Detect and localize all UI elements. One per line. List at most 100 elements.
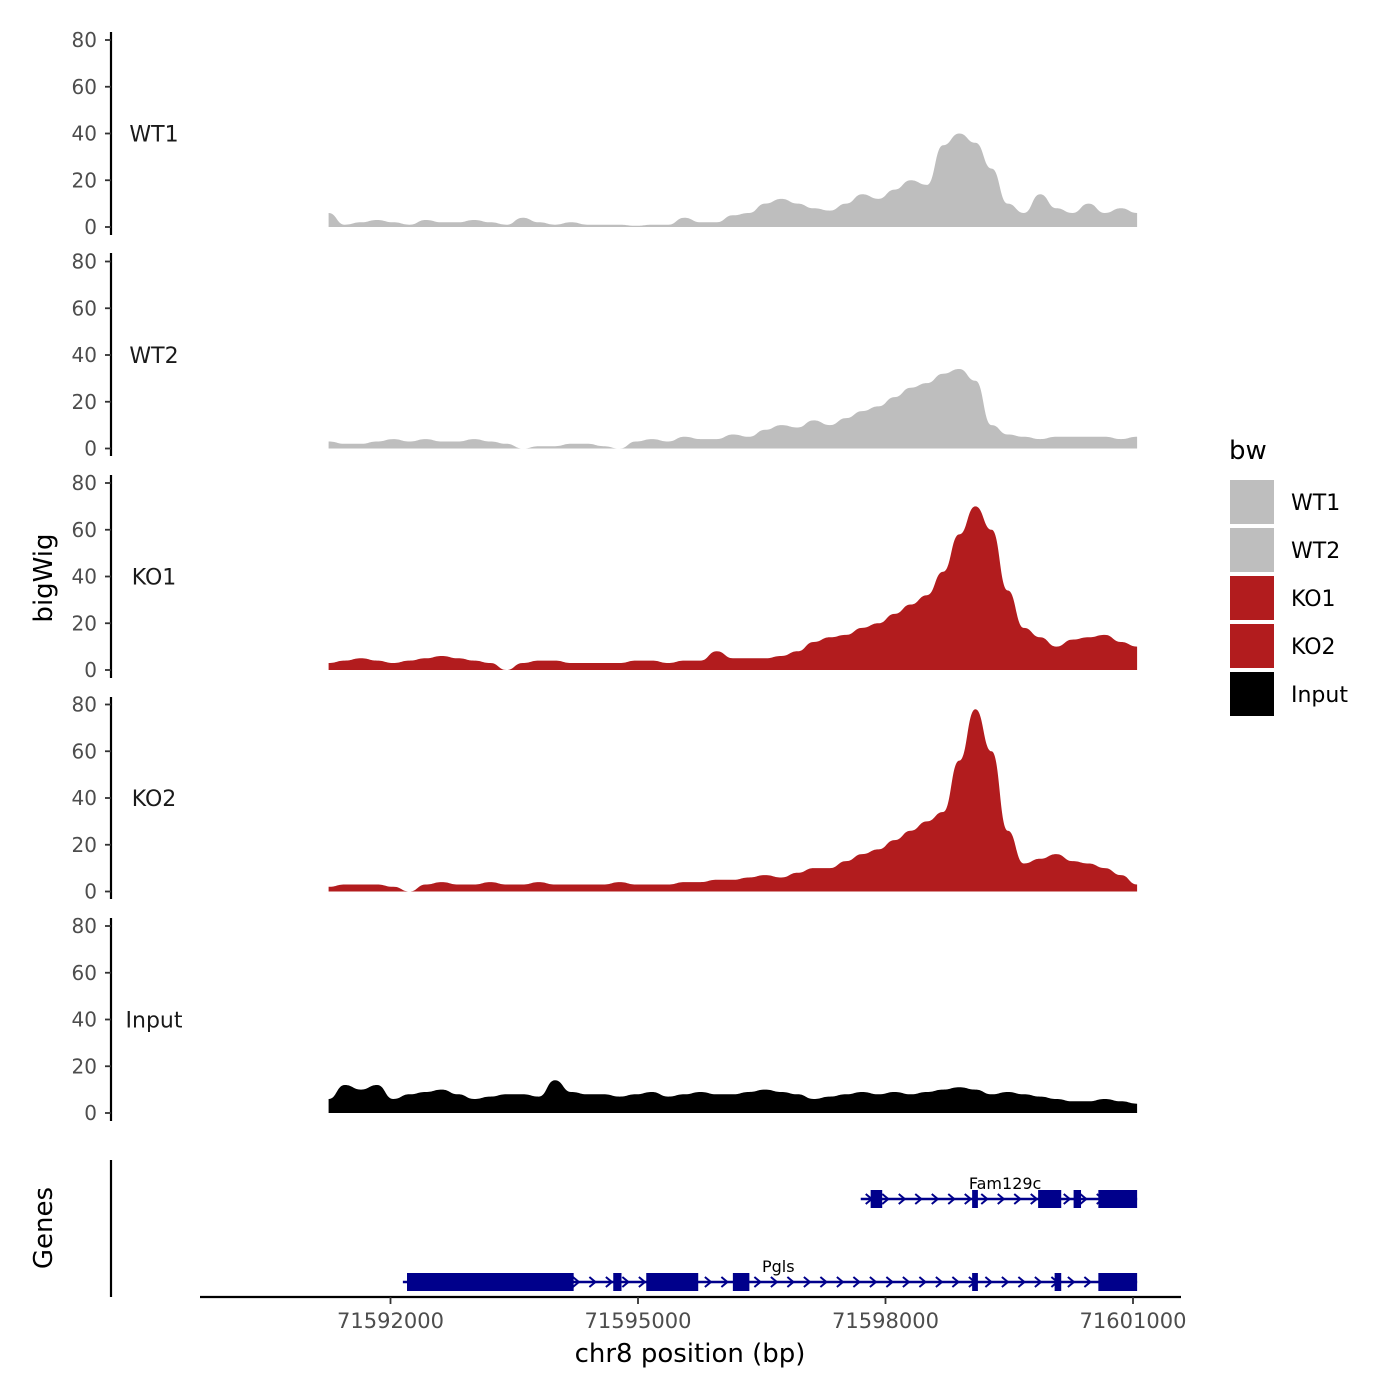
strand-arrow-pgls [852, 1276, 861, 1288]
track-label-wt2: WT2 [129, 344, 178, 369]
gene-label-pgls: Pgls [762, 1257, 795, 1276]
strand-arrow-fam129c [914, 1193, 923, 1205]
signal-area-wt1 [328, 133, 1138, 227]
y-tick-label-input-60: 60 [72, 961, 97, 985]
exon-pgls-5 [972, 1273, 978, 1291]
strand-arrow-fam129c [1030, 1193, 1039, 1205]
x-axis: 71592000 71595000 71598000 71601000 [200, 1295, 1186, 1333]
track-label-ko1: KO1 [132, 566, 177, 591]
strand-arrow-pgls [819, 1276, 828, 1288]
strand-arrow-pgls [638, 1276, 647, 1288]
y-tick-label-wt1-80: 80 [72, 28, 97, 52]
y-tick-label-wt2-80: 80 [72, 250, 97, 274]
exon-pgls-2 [613, 1273, 622, 1291]
legend-key-wt1 [1230, 480, 1274, 524]
strand-arrow-pgls [753, 1276, 762, 1288]
y-tick-label-ko2-60: 60 [72, 739, 97, 763]
strand-arrow-fam129c [964, 1193, 973, 1205]
y-tick-label-wt2-20: 20 [72, 390, 97, 414]
y-tick-label-ko1-40: 40 [72, 565, 97, 589]
y-tick-label-wt2-60: 60 [72, 296, 97, 320]
strand-arrow-pgls [951, 1276, 960, 1288]
y-tick-label-ko1-80: 80 [72, 471, 97, 495]
track-panel-ko1: 0 20 40 60 80 KO1 [72, 471, 1138, 682]
track-panels: 0 20 40 60 80 WT1 0 20 40 60 80 WT2 0 20 40 60 80 KO1 0 20 4… [72, 28, 1138, 1125]
strand-arrow-pgls [836, 1276, 845, 1288]
track-panel-input: 0 20 40 60 80 Input [72, 914, 1138, 1125]
y-axis-title: bigWig [29, 533, 59, 622]
y-tick-label-ko1-20: 20 [72, 611, 97, 635]
y-tick-label-ko2-40: 40 [72, 786, 97, 810]
track-panel-ko2: 0 20 40 60 80 KO2 [72, 693, 1138, 904]
track-label-input: Input [126, 1009, 183, 1034]
gene-pgls: Pgls [402, 1257, 1138, 1291]
strand-arrow-pgls [704, 1276, 713, 1288]
strand-arrow-pgls [918, 1276, 927, 1288]
y-tick-label-wt1-20: 20 [72, 168, 97, 192]
legend-label-input: Input [1291, 683, 1348, 708]
legend-key-wt2 [1230, 528, 1274, 572]
exon-pgls-3 [646, 1273, 699, 1291]
exon-fam129c-2 [972, 1190, 978, 1208]
strand-arrow-fam129c [947, 1193, 956, 1205]
genes-axis-title: Genes [29, 1187, 59, 1269]
gene-track: Fam129c Pgls [109, 1160, 1138, 1297]
y-tick-label-ko2-0: 0 [84, 880, 97, 904]
legend: bw WT1 WT2 KO1 KO2 Input [1229, 436, 1348, 716]
y-tick-label-ko1-0: 0 [84, 658, 97, 682]
x-tick-label-71598000: 71598000 [832, 1309, 939, 1333]
legend-label-wt2: WT2 [1291, 539, 1340, 564]
y-tick-label-ko1-60: 60 [72, 518, 97, 542]
legend-key-ko2 [1230, 624, 1274, 668]
strand-arrow-pgls [1001, 1276, 1010, 1288]
exon-pgls-4 [732, 1273, 750, 1291]
strand-arrow-pgls [621, 1276, 630, 1288]
strand-arrow-pgls [1034, 1276, 1043, 1288]
track-label-ko2: KO2 [132, 787, 177, 812]
y-tick-label-input-0: 0 [84, 1101, 97, 1125]
y-tick-label-input-80: 80 [72, 914, 97, 938]
strand-arrow-pgls [885, 1276, 894, 1288]
legend-key-input [1230, 672, 1274, 716]
strand-arrow-pgls [605, 1276, 614, 1288]
y-tick-label-wt1-60: 60 [72, 75, 97, 99]
y-tick-label-wt1-0: 0 [84, 215, 97, 239]
strand-arrow-pgls [786, 1276, 795, 1288]
strand-arrow-pgls [902, 1276, 911, 1288]
strand-arrow-fam129c [980, 1193, 989, 1205]
track-label-wt1: WT1 [129, 123, 178, 148]
track-panel-wt1: 0 20 40 60 80 WT1 [72, 28, 1138, 239]
legend-key-ko1 [1230, 576, 1274, 620]
exon-fam129c-1 [870, 1190, 883, 1208]
legend-label-wt1: WT1 [1291, 491, 1340, 516]
x-tick-label-71592000: 71592000 [337, 1309, 444, 1333]
y-tick-label-input-40: 40 [72, 1008, 97, 1032]
strand-arrow-pgls [588, 1276, 597, 1288]
legend-title: bw [1229, 436, 1267, 466]
y-tick-label-wt2-40: 40 [72, 343, 97, 367]
y-tick-label-ko2-80: 80 [72, 693, 97, 717]
strand-arrow-pgls [803, 1276, 812, 1288]
exon-pgls-7 [1098, 1273, 1138, 1291]
signal-area-input [328, 1080, 1138, 1113]
strand-arrow-fam129c [1063, 1193, 1072, 1205]
exon-fam129c-5 [1098, 1190, 1138, 1208]
strand-arrow-fam129c [881, 1193, 890, 1205]
gene-label-fam129c: Fam129c [969, 1174, 1041, 1193]
strand-arrow-pgls [1083, 1276, 1092, 1288]
x-axis-title: chr8 position (bp) [575, 1339, 806, 1369]
strand-arrow-pgls [1017, 1276, 1026, 1288]
gene-fam129c: Fam129c [860, 1174, 1138, 1208]
exon-pgls-1 [407, 1273, 574, 1291]
strand-arrow-pgls [770, 1276, 779, 1288]
track-panel-wt2: 0 20 40 60 80 WT2 [72, 250, 1138, 461]
strand-arrow-pgls [984, 1276, 993, 1288]
signal-area-ko1 [328, 506, 1138, 670]
strand-arrow-fam129c [1013, 1193, 1022, 1205]
exon-pgls-6 [1054, 1273, 1062, 1291]
legend-label-ko1: KO1 [1291, 587, 1336, 612]
exon-fam129c-3 [1038, 1190, 1062, 1208]
strand-arrow-fam129c [997, 1193, 1006, 1205]
y-tick-label-ko2-20: 20 [72, 833, 97, 857]
